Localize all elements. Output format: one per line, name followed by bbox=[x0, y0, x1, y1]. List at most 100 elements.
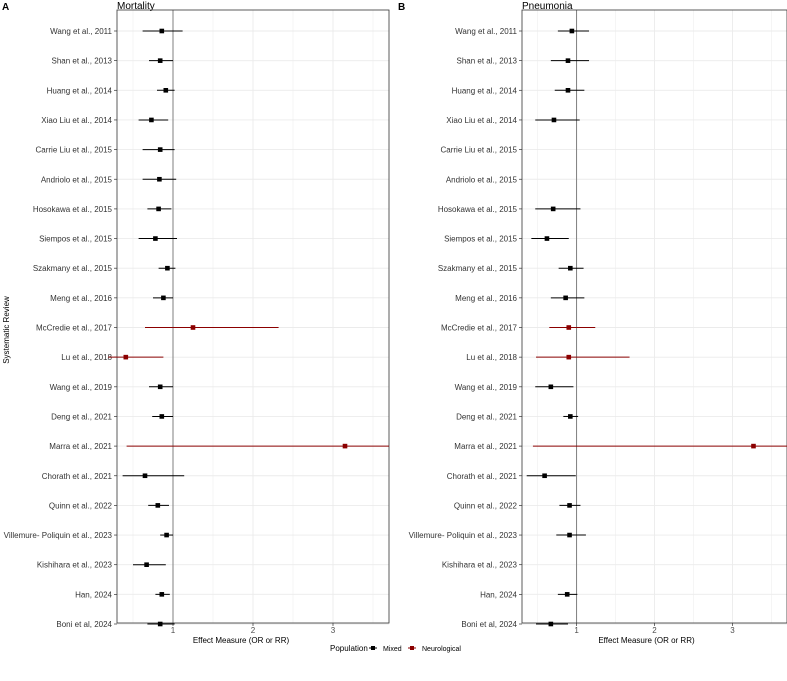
category-label: Deng et al., 2021 bbox=[51, 412, 112, 421]
point-marker bbox=[157, 384, 163, 390]
point-marker bbox=[565, 88, 571, 93]
point-marker bbox=[123, 354, 129, 360]
category-label: Lu et al., 2018 bbox=[466, 353, 517, 362]
point-marker bbox=[157, 621, 163, 627]
category-label: Shan et al., 2013 bbox=[52, 57, 113, 66]
panel-title: Pneumonia bbox=[522, 1, 573, 12]
category-label: Andriolo et al., 2015 bbox=[41, 175, 113, 184]
point-marker bbox=[548, 621, 554, 627]
category-label: Szakmany et al., 2015 bbox=[438, 264, 518, 273]
category-label: Wang et al., 2011 bbox=[50, 27, 112, 36]
point-marker bbox=[566, 354, 572, 360]
point-marker bbox=[164, 532, 169, 538]
category-label: Han, 2024 bbox=[480, 590, 517, 599]
category-label: Marra et al., 2021 bbox=[454, 442, 517, 451]
category-label: Szakmany et al., 2015 bbox=[33, 264, 113, 273]
x-tick-label: 3 bbox=[331, 626, 336, 635]
legend-neurological-marker bbox=[410, 646, 414, 650]
category-label: Shan et al., 2013 bbox=[457, 57, 518, 66]
category-label: Wang et al., 2011 bbox=[455, 27, 517, 36]
x-tick-label: 1 bbox=[171, 626, 176, 635]
x-axis-title: Effect Measure (OR or RR) bbox=[598, 636, 695, 645]
category-label: Boni et al, 2024 bbox=[56, 620, 112, 629]
category-label: Deng et al., 2021 bbox=[456, 412, 517, 421]
category-label: Wang et al., 2019 bbox=[50, 383, 113, 392]
point-marker bbox=[157, 147, 163, 152]
point-marker bbox=[163, 88, 169, 93]
point-marker bbox=[153, 236, 158, 241]
category-label: Villemure- Poliquin et al., 2023 bbox=[409, 531, 518, 540]
category-label: Kishihara et al., 2023 bbox=[37, 561, 113, 570]
point-marker bbox=[159, 592, 165, 597]
point-marker bbox=[548, 384, 554, 390]
category-label: Marra et al., 2021 bbox=[49, 442, 112, 451]
y-axis-title: Systematic Review bbox=[2, 296, 11, 364]
panel-a: A Mortality Wang et al., 2011 Shan et al., … bbox=[2, 1, 390, 645]
point-marker bbox=[190, 325, 196, 330]
category-label: Chorath et al., 2021 bbox=[447, 472, 518, 481]
point-marker bbox=[566, 325, 572, 330]
category-label: Han, 2024 bbox=[75, 590, 112, 599]
legend-title: Population bbox=[330, 644, 368, 653]
point-marker bbox=[159, 414, 165, 419]
category-label: Quinn et al., 2022 bbox=[454, 501, 518, 510]
category-label: Chorath et al., 2021 bbox=[42, 472, 113, 481]
category-label: Meng et al., 2016 bbox=[50, 294, 112, 303]
category-label: Kishihara et al., 2023 bbox=[442, 561, 518, 570]
category-label: Huang et al., 2014 bbox=[452, 86, 518, 95]
x-tick-label: 3 bbox=[730, 626, 735, 635]
category-label: Lu et al., 2018 bbox=[61, 353, 112, 362]
point-marker bbox=[550, 206, 556, 212]
x-tick-label: 2 bbox=[251, 626, 256, 635]
panel-tag: B bbox=[398, 2, 405, 13]
panel-b: B Pneumonia Wang et al., 2011 Shan et al., … bbox=[398, 1, 787, 645]
panel-tag: A bbox=[2, 2, 9, 13]
point-marker bbox=[165, 265, 170, 271]
point-marker bbox=[159, 28, 165, 34]
category-label: Villemure- Poliquin et al., 2023 bbox=[4, 531, 113, 540]
category-label: McCredie et al., 2017 bbox=[441, 324, 518, 333]
category-label: Boni et al, 2024 bbox=[461, 620, 517, 629]
legend-neurological-label: Neurological bbox=[422, 646, 461, 653]
point-marker bbox=[161, 295, 166, 301]
point-marker bbox=[751, 443, 756, 449]
point-marker bbox=[149, 117, 154, 123]
point-marker bbox=[568, 414, 573, 419]
point-marker bbox=[157, 58, 163, 63]
category-label: Xiao Liu et al., 2014 bbox=[446, 116, 517, 125]
category-label: Siempos et al., 2015 bbox=[39, 235, 112, 244]
category-label: Hosokawa et al., 2015 bbox=[438, 205, 518, 214]
point-marker bbox=[542, 473, 547, 479]
point-marker bbox=[544, 236, 550, 241]
point-marker bbox=[567, 503, 572, 508]
point-marker bbox=[569, 28, 575, 34]
legend: Population Mixed Neurological bbox=[330, 644, 461, 653]
point-marker bbox=[565, 58, 571, 63]
category-label: Hosokawa et al., 2015 bbox=[33, 205, 113, 214]
x-axis-title: Effect Measure (OR or RR) bbox=[193, 636, 290, 645]
point-marker bbox=[564, 592, 570, 597]
category-label: Huang et al., 2014 bbox=[47, 86, 113, 95]
category-label: Siempos et al., 2015 bbox=[444, 235, 517, 244]
point-marker bbox=[563, 295, 568, 301]
point-marker bbox=[551, 117, 557, 123]
legend-mixed-marker bbox=[371, 646, 375, 650]
x-tick-label: 1 bbox=[574, 626, 579, 635]
legend-mixed-label: Mixed bbox=[383, 646, 402, 653]
point-marker bbox=[157, 176, 162, 182]
category-label: Carrie Liu et al., 2015 bbox=[441, 146, 518, 155]
point-marker bbox=[156, 206, 161, 212]
point-marker bbox=[144, 562, 149, 567]
panel-title: Mortality bbox=[117, 1, 155, 12]
point-marker bbox=[568, 265, 573, 271]
point-marker bbox=[567, 532, 572, 538]
category-label: Andriolo et al., 2015 bbox=[446, 175, 518, 184]
category-label: Wang et al., 2019 bbox=[455, 383, 518, 392]
category-label: Carrie Liu et al., 2015 bbox=[36, 146, 113, 155]
category-label: McCredie et al., 2017 bbox=[36, 324, 113, 333]
point-marker bbox=[342, 443, 348, 449]
point-marker bbox=[155, 503, 161, 508]
category-label: Meng et al., 2016 bbox=[455, 294, 517, 303]
point-marker bbox=[142, 473, 148, 479]
